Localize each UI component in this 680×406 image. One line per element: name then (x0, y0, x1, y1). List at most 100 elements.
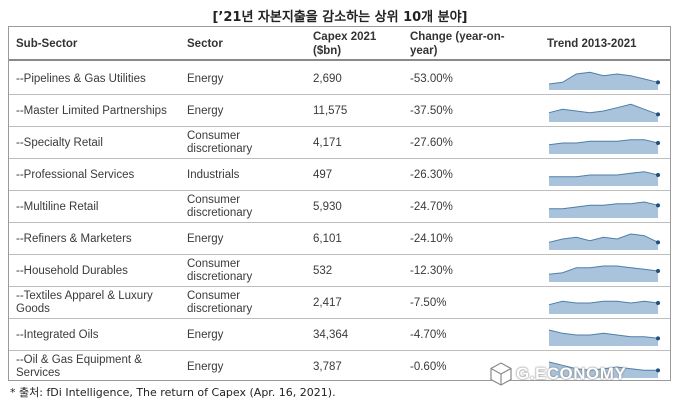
header-trend: Trend 2013-2021 (547, 38, 637, 50)
cell-capex: 497 (313, 168, 333, 181)
header-sub-sector: Sub-Sector (16, 38, 78, 50)
table-row: --Multiline Retail Consumer discretionar… (9, 191, 670, 223)
trend-sparkline (548, 329, 660, 346)
table-row: --Oil & Gas Equipment & Services Energy … (9, 351, 670, 383)
table-header: Sub-Sector Sector Capex 2021 ($bn) Chang… (9, 27, 670, 61)
sparkline-area (549, 266, 658, 282)
cell-sector: Consumer discretionary (187, 258, 253, 283)
cell-change: -7.50% (410, 296, 447, 309)
sparkline-area (549, 330, 658, 346)
cell-capex: 532 (313, 264, 333, 277)
header-change-line1: Change (year-on- (410, 31, 505, 43)
watermark-logo: G.ECONOMY (490, 360, 670, 388)
cell-change: -24.10% (410, 232, 453, 245)
header-capex-line2: ($bn) (313, 45, 342, 57)
sparkline-area (549, 171, 658, 186)
sparkline-end-dot (656, 112, 660, 117)
cell-sub-sector: --Oil & Gas Equipment & Services (16, 354, 142, 379)
sparkline-area (549, 301, 658, 314)
cell-sector: Energy (187, 72, 224, 85)
cell-capex: 2,690 (313, 72, 342, 85)
cell-capex: 6,101 (313, 232, 342, 245)
header-capex: Capex 2021 ($bn) (313, 30, 393, 58)
cell-sector: Consumer discretionary (187, 194, 253, 219)
table-row: --Household Durables Consumer discretion… (9, 255, 670, 287)
trend-sparkline (548, 103, 660, 122)
cell-sector: Industrials (187, 168, 240, 181)
source-footnote: * 출처: fDi Intelligence, The return of Ca… (10, 386, 336, 399)
cell-sub-sector: --Master Limited Partnerships (16, 104, 167, 117)
sparkline-end-dot (656, 80, 660, 85)
sparkline-end-dot (656, 141, 660, 145)
table-row: --Professional Services Industrials 497 … (9, 159, 670, 191)
sparkline-end-dot (656, 173, 660, 177)
cell-capex: 4,171 (313, 136, 342, 149)
header-sector: Sector (187, 38, 223, 50)
sparkline-line (548, 329, 659, 339)
cell-sub-sector: --Specialty Retail (16, 136, 103, 149)
sparkline-area (549, 234, 658, 250)
cell-capex: 3,787 (313, 360, 342, 373)
cell-sector: Energy (187, 104, 224, 117)
table-row: --Master Limited Partnerships Energy 11,… (9, 95, 670, 127)
header-change-line2: year) (410, 45, 438, 57)
table-row: --Textiles Apparel & Luxury Goods Consum… (9, 287, 670, 319)
cell-change: -53.00% (410, 72, 453, 85)
cell-sector: Energy (187, 232, 224, 245)
trend-sparkline (549, 201, 660, 218)
sparkline-line (548, 103, 659, 115)
trend-sparkline (548, 265, 660, 282)
table-row: --Specialty Retail Consumer discretionar… (9, 127, 670, 159)
cell-change: -26.30% (410, 168, 453, 181)
cell-capex: 2,417 (313, 296, 342, 309)
sparkline-line (548, 300, 659, 306)
cell-capex: 34,364 (313, 328, 349, 341)
cell-change: -37.50% (410, 104, 453, 117)
trend-sparkline (548, 71, 660, 90)
capex-table: Sub-Sector Sector Capex 2021 ($bn) Chang… (8, 26, 671, 381)
cell-sub-sector: --Textiles Apparel & Luxury Goods (16, 290, 153, 315)
table-row: --Integrated Oils Energy 34,364 -4.70% (9, 319, 670, 351)
sparkline-area (549, 72, 658, 90)
trend-sparkline (548, 233, 660, 250)
sparkline-end-dot (656, 240, 660, 245)
header-capex-line1: Capex 2021 (313, 31, 377, 43)
sparkline-line (548, 265, 659, 275)
cell-sector: Consumer discretionary (187, 290, 253, 315)
header-change: Change (year-on- year) (410, 30, 530, 58)
cell-sector: Consumer discretionary (187, 130, 253, 155)
sparkline-line (549, 201, 659, 210)
sparkline-area (549, 139, 658, 154)
cell-sub-sector: --Integrated Oils (16, 328, 99, 341)
sparkline-area (549, 362, 658, 378)
trend-sparkline (548, 361, 660, 378)
sparkline-end-dot (656, 203, 660, 208)
cell-sector: Energy (187, 328, 224, 341)
sparkline-end-dot (656, 269, 660, 273)
sparkline-line (548, 139, 659, 146)
watermark-text: G.ECONOMY (516, 364, 627, 383)
cell-change: -0.60% (410, 360, 447, 373)
sparkline-area (549, 104, 658, 122)
cell-sub-sector: --Pipelines & Gas Utilities (16, 72, 146, 85)
cell-sub-sector: --Refiners & Marketers (16, 232, 132, 245)
sparkline-line (548, 233, 659, 243)
sparkline-line (549, 171, 659, 178)
cell-change: -27.60% (410, 136, 453, 149)
cell-capex: 11,575 (313, 104, 348, 117)
cell-sector: Energy (187, 360, 224, 373)
table-row: --Pipelines & Gas Utilities Energy 2,690… (9, 63, 670, 95)
table-title: [’21년 자본지출을 감소하는 상위 10개 분야] (212, 10, 468, 25)
cell-change: -24.70% (410, 200, 453, 213)
cell-sub-sector: --Multiline Retail (16, 200, 99, 213)
cell-sub-sector: --Professional Services (16, 168, 135, 181)
trend-sparkline (549, 171, 660, 186)
cell-change: -12.30% (410, 264, 453, 277)
table-row: --Refiners & Marketers Energy 6,101 -24.… (9, 223, 670, 255)
sparkline-line (548, 71, 659, 85)
cell-change: -4.70% (410, 328, 447, 341)
cell-sub-sector: --Household Durables (16, 264, 128, 277)
cell-capex: 5,930 (313, 200, 342, 213)
trend-sparkline (548, 300, 660, 314)
trend-sparkline (548, 139, 660, 154)
